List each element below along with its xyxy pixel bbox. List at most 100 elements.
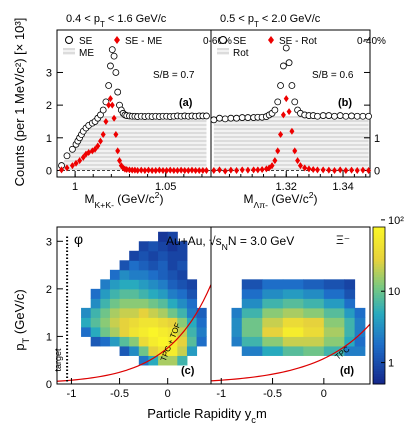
colorbar-segment (373, 242, 385, 246)
heatmap-cell (158, 326, 169, 337)
y-tick-label: 1 (46, 133, 52, 145)
signal-point (222, 167, 228, 175)
heatmap-cell (129, 336, 140, 347)
colorbar-segment (373, 276, 385, 280)
colorbar-segment (373, 313, 385, 317)
heatmap-cell (148, 345, 159, 356)
heatmap-cell (303, 336, 325, 347)
heatmap-cell (167, 231, 178, 242)
heatmap-cell (177, 326, 188, 337)
heatmap-cell (138, 298, 149, 309)
legend-bg-label: Rot (233, 48, 249, 59)
colorbar-segment (373, 297, 385, 301)
se-point (63, 152, 71, 160)
heatmap-cell (138, 317, 149, 328)
signal-point (251, 166, 257, 174)
heatmap-cell (158, 298, 169, 309)
panel-b: 1.32 1.34 0 1 0.5 < pT < 2.0 GeV/c SE SE - Rot… (210, 13, 386, 210)
signal-point (211, 166, 217, 174)
heatmap-cell (323, 336, 345, 347)
signal-point (100, 131, 106, 139)
colorbar-segment (373, 255, 385, 259)
se-point (233, 114, 240, 122)
heatmap-cell (262, 307, 284, 318)
se-point (288, 82, 296, 89)
x-tick-label: 1.05 (155, 181, 176, 193)
signal-point (354, 166, 360, 174)
heatmap-cell (303, 307, 325, 318)
signal-point (182, 166, 188, 174)
signal-point (217, 166, 223, 174)
heatmap-cell (231, 317, 243, 328)
legend-signal-label: SE - Rot (279, 36, 317, 47)
sb-label: S/B = 0.7 (153, 70, 195, 81)
heatmap-cell (282, 336, 304, 347)
heatmap-cell (323, 279, 345, 290)
colorbar-segment (373, 234, 385, 238)
acceptance-curve (210, 323, 371, 382)
heatmap-cell (303, 279, 325, 290)
y-tick-label: 2 (46, 100, 52, 112)
signal-point (234, 166, 240, 174)
colorbar-segment (373, 318, 385, 322)
signal-point (59, 166, 65, 174)
legend-se-marker (65, 36, 73, 44)
heatmap-cell (323, 317, 345, 328)
heatmap-cell (119, 298, 130, 309)
signal-point (349, 166, 355, 174)
heatmap-cell (158, 260, 169, 271)
heatmap-cell (186, 317, 198, 328)
heatmap-cell (109, 336, 121, 347)
heatmap-cell (148, 250, 159, 261)
target-label: target (53, 348, 63, 372)
centrality-label: 0-40% (357, 36, 386, 47)
signal-point (178, 166, 184, 174)
signal-point (228, 166, 234, 174)
heatmap-cell (138, 326, 149, 337)
heatmap-cell (100, 298, 111, 309)
heatmap-cell (148, 288, 159, 299)
heatmap-cell (167, 345, 178, 356)
se-point (274, 98, 282, 106)
signal-point (80, 153, 86, 161)
colorbar-segment (373, 315, 385, 320)
panel-label: (c) (181, 365, 195, 377)
colorbar-segment (373, 229, 385, 233)
y-axis-title-bottom: pT (GeV/c) (12, 289, 31, 350)
legend-bg-label: ME (79, 48, 94, 59)
heatmap-cell (262, 317, 284, 328)
heatmap-cell (186, 279, 198, 290)
signal-point (203, 166, 209, 174)
legend-signal-label: SE - ME (125, 36, 163, 47)
x-tick-label: 1 (72, 181, 78, 193)
heatmap-cell (354, 307, 366, 318)
heatmap-cell (119, 326, 130, 337)
y-tick-label: 2 (46, 284, 52, 296)
colorbar-segment (373, 360, 385, 364)
colorbar-segment (373, 302, 385, 306)
heatmap-cell (138, 307, 149, 318)
heatmap-cell (100, 336, 111, 347)
se-point (342, 112, 350, 120)
acceptance-curve (56, 284, 212, 382)
heatmap-cell (138, 269, 149, 280)
se-point (107, 62, 114, 70)
heatmap-cell (138, 260, 149, 271)
colorbar-segment (373, 321, 385, 325)
heatmap-cell (158, 231, 169, 242)
heatmap-cell (100, 279, 111, 290)
colorbar-segment (373, 355, 385, 359)
signal-point (117, 157, 123, 165)
heatmap-cell (177, 269, 188, 280)
panel-a: 1 1.05 0 1 2 3 0.4 < pT < 1.6 GeV/c SE SE - ME 0-… (46, 13, 232, 210)
signal-point (153, 166, 159, 174)
heatmap-cell (119, 288, 130, 299)
heatmap-cell (119, 260, 130, 271)
se-point (325, 112, 333, 119)
colorbar-segment (373, 381, 385, 385)
heatmap-cell (303, 298, 325, 309)
heatmap-cell (177, 279, 188, 290)
x-tick-label: 1.34 (332, 181, 353, 193)
heatmap-cell (177, 298, 188, 309)
heatmap-cell (241, 307, 263, 318)
